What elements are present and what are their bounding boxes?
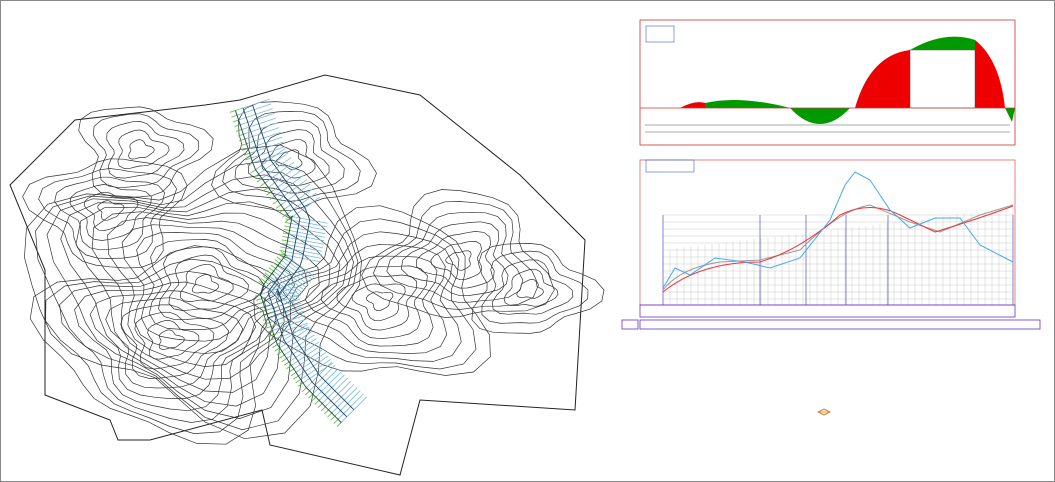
grid-area [910,50,975,108]
cad-viewport [0,0,1055,482]
